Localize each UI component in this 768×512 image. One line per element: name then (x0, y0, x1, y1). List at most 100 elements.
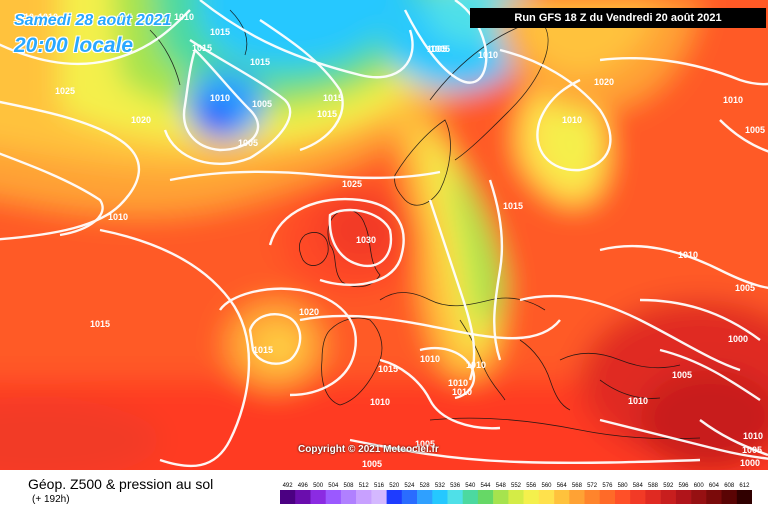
isobar-label: 1010 (478, 50, 498, 60)
isobar-label: 1010 (628, 396, 648, 406)
legend-tick-label: 600 (694, 483, 705, 489)
isobar-label: 1010 (678, 250, 698, 260)
legend-swatch (477, 490, 494, 504)
legend-swatch (280, 490, 296, 504)
legend-tick-label: 540 (465, 483, 476, 489)
isobars (0, 0, 768, 466)
isobar-label: 1020 (299, 307, 319, 317)
legend-swatch (630, 490, 646, 504)
isobar-label: 1005 (415, 439, 435, 449)
coastlines (149, 9, 701, 440)
legend-tick-label: 512 (359, 483, 370, 489)
legend-swatch (462, 490, 479, 504)
legend-swatch (660, 490, 677, 504)
isobar-label: 1010 (452, 387, 472, 397)
copyright-text: Copyright © 2021 Meteociel.fr (298, 444, 439, 455)
legend-swatch (721, 490, 737, 504)
isobar-label: 1010 (448, 378, 468, 388)
product-title: Géop. Z500 & pression au sol (28, 476, 214, 492)
isobar-label: 1010 (370, 397, 390, 407)
legend-swatch (310, 490, 326, 504)
valid-time: 20:00 locale (14, 34, 134, 57)
geopotential-field (0, 0, 768, 470)
legend-swatch (569, 490, 585, 504)
isobar-label: 1010 (420, 354, 440, 364)
legend-swatch (599, 490, 616, 504)
legend-tick-label: 596 (678, 483, 689, 489)
isobar-label: 1010 (14, 12, 34, 22)
isobar-label: 1005 (745, 125, 765, 135)
legend-tick-label: 612 (739, 483, 750, 489)
isobar-label: 1010 (210, 93, 230, 103)
legend-tick-label: 560 (541, 483, 552, 489)
isobar-label: 1020 (594, 77, 614, 87)
legend-tick-label: 588 (648, 483, 659, 489)
isobar-label: 1015 (378, 364, 398, 374)
legend-swatch (706, 490, 722, 504)
isobar-label: 1010 (743, 431, 763, 441)
legend-swatch (356, 490, 372, 504)
isobar-label: 1015 (323, 93, 343, 103)
isobar-label: 1005 (362, 459, 382, 469)
isobar-label: 1015 (250, 57, 270, 67)
isobar-label: 1005 (427, 44, 447, 54)
legend-tick-label: 500 (313, 483, 324, 489)
legend-swatch (386, 490, 403, 504)
legend-swatch (691, 490, 707, 504)
legend-swatch (447, 490, 463, 504)
isobar-label: 1010 (562, 115, 582, 125)
legend-tick-label: 564 (557, 483, 568, 489)
legend-tick-label: 532 (435, 483, 446, 489)
legend-tick-label: 508 (343, 483, 354, 489)
legend-swatch (325, 490, 342, 504)
legend-swatch (675, 490, 692, 504)
isobar-label: 1005 (238, 138, 258, 148)
legend-tick-label: 572 (587, 483, 598, 489)
legend-tick-label: 520 (389, 483, 400, 489)
legend-tick-label: 504 (328, 483, 339, 489)
isobar-label: 1005 (672, 370, 692, 380)
legend-swatch (401, 490, 418, 504)
legend-tick-label: 556 (526, 483, 537, 489)
legend-tick-label: 604 (709, 483, 720, 489)
legend-swatch (736, 490, 752, 504)
isobar-label: 1015 (253, 345, 273, 355)
color-legend: 492 496 500 504 508 512 516 520 524 528 532 536 540 5… (280, 483, 752, 504)
isobar-label: 1005 (735, 283, 755, 293)
isobar-label: 1000 (728, 334, 748, 344)
legend-tick-label: 584 (633, 483, 644, 489)
isobar-label: 1015 (503, 201, 523, 211)
legend-swatch (645, 490, 661, 504)
legend-tick-label: 568 (572, 483, 583, 489)
legend-swatch (417, 490, 433, 504)
isobar-label: 1010 (466, 360, 486, 370)
legend-tick-label: 592 (663, 483, 674, 489)
isobar-label: 1025 (55, 86, 75, 96)
legend-tick-label: 524 (404, 483, 415, 489)
legend-swatch (432, 490, 448, 504)
isobar-label: 1000 (740, 458, 760, 468)
legend-tick-label: 516 (374, 483, 385, 489)
isobar-label: 1005 (252, 99, 272, 109)
legend-tick-label: 528 (420, 483, 431, 489)
legend-tick-label: 608 (724, 483, 735, 489)
legend-swatch (340, 490, 357, 504)
legend-swatch (295, 490, 311, 504)
isobar-label: 1015 (192, 43, 212, 53)
model-run-label: Run GFS 18 Z du Vendredi 20 août 2021 (470, 8, 766, 28)
weather-map: 1010 1010 1010 1015 1015 1015 1025 1020 … (0, 0, 768, 470)
legend-tick-label: 580 (618, 483, 629, 489)
isobar-label: 1020 (131, 115, 151, 125)
legend-swatch (554, 490, 570, 504)
forecast-lead: (+ 192h) (32, 494, 70, 505)
legend-tick-label: 544 (480, 483, 491, 489)
valid-date: Samedi 28 août 2021 (14, 12, 172, 29)
isobar-label: 1010 (38, 12, 58, 22)
legend-tick-label: 496 (298, 483, 309, 489)
legend-tick-label: 552 (511, 483, 522, 489)
isobar-labels: 1010 1010 1010 1015 1015 1015 1025 1020 … (14, 12, 765, 469)
legend-tick-label: 576 (602, 483, 613, 489)
isobar-label: 1010 (174, 12, 194, 22)
isobar-label: 1010 (108, 212, 128, 222)
isobar-label: 1025 (342, 179, 362, 189)
